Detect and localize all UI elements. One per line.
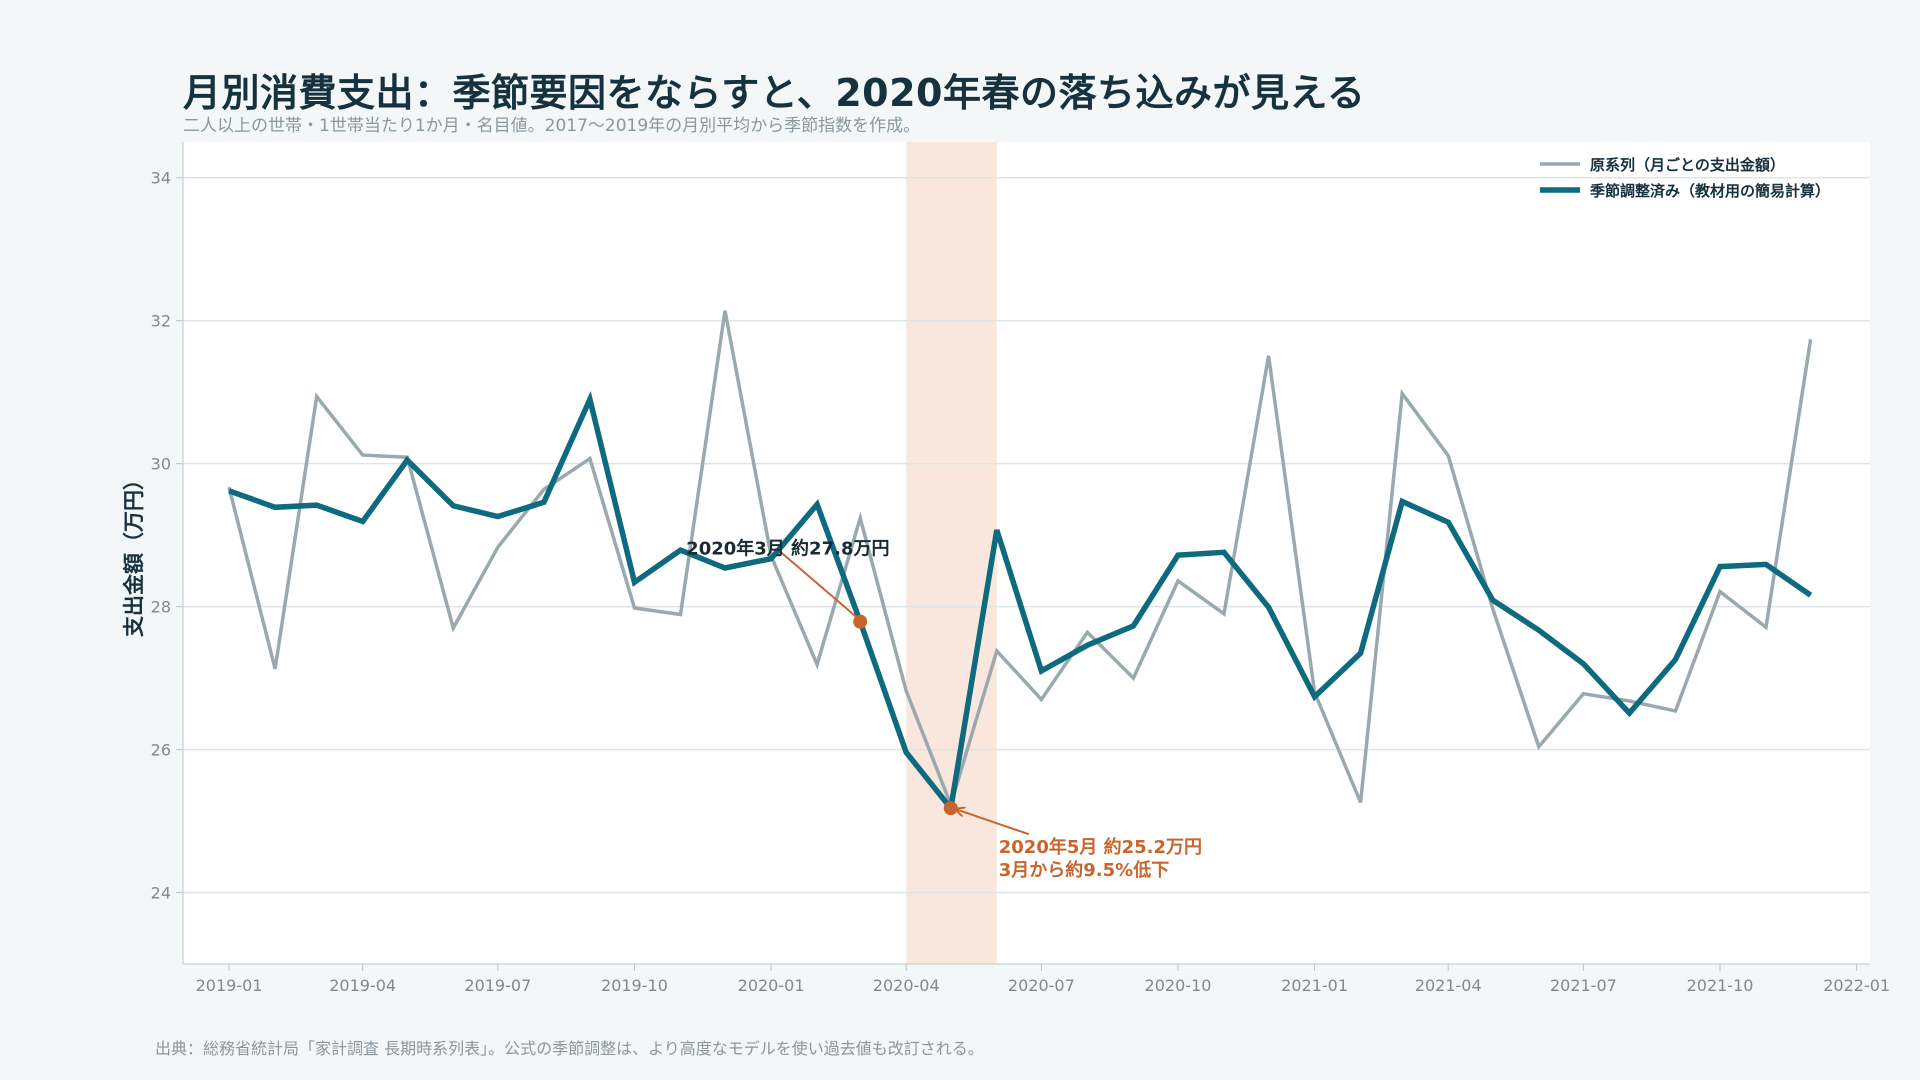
x-tick-label: 2020-10	[1145, 976, 1212, 995]
y-axis-label: 支出金額（万円）	[122, 469, 146, 637]
plot-area	[183, 142, 1870, 964]
chart-title: 月別消費支出：季節要因をならすと、2020年春の落ち込みが見える	[183, 71, 1366, 115]
annotation-label: 3月から約9.5%低下	[999, 859, 1169, 881]
y-tick-label: 30	[151, 455, 171, 474]
y-tick-label: 26	[151, 741, 171, 760]
x-tick-label: 2020-01	[738, 976, 805, 995]
x-tick-label: 2019-07	[464, 976, 531, 995]
legend-label: 原系列（月ごとの支出金額）	[1590, 156, 1785, 174]
y-tick-label: 28	[151, 598, 171, 617]
x-tick-label: 2020-07	[1008, 976, 1075, 995]
annotation-marker	[853, 614, 868, 629]
annotation-label: 2020年5月 約25.2万円	[999, 836, 1202, 858]
x-tick-label: 2021-07	[1550, 976, 1617, 995]
y-tick-label: 24	[151, 884, 171, 903]
annotation-connector	[779, 550, 858, 619]
series-line-2	[228, 390, 1813, 815]
x-tick-label: 2019-01	[196, 976, 263, 995]
x-tick-label: 2019-04	[329, 976, 396, 995]
legend-label: 季節調整済み（教材用の簡易計算）	[1590, 182, 1830, 200]
annotation-arrow	[956, 809, 1030, 836]
series-line-1	[227, 310, 1813, 810]
y-tick-label: 34	[151, 169, 171, 188]
x-tick-label: 2022-01	[1823, 976, 1890, 995]
x-tick-label: 2021-10	[1687, 976, 1754, 995]
legend: 原系列（月ごとの支出金額） 季節調整済み（教材用の簡易計算）	[1540, 156, 1830, 200]
annotation-marker	[943, 801, 958, 816]
chart-subtitle: 二人以上の世帯・1世帯当たり1か月・名目値。2017〜2019年の月別平均から季…	[183, 116, 921, 136]
annotation-label: 2020年3月 約27.8万円	[686, 538, 889, 560]
x-tick-label: 2019-10	[601, 976, 668, 995]
x-tick-label: 2021-04	[1415, 976, 1482, 995]
x-tick-label: 2021-01	[1281, 976, 1348, 995]
y-tick-label: 32	[151, 312, 171, 331]
shaded-period	[906, 142, 997, 964]
x-tick-label: 2020-04	[873, 976, 940, 995]
chart-source: 出典：総務省統計局「家計調査 長期時系列表」。公式の季節調整は、より高度なモデル…	[155, 1039, 984, 1058]
